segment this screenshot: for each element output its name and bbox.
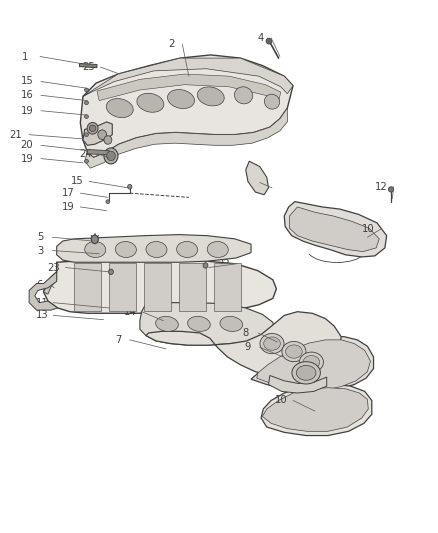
Ellipse shape [291, 362, 320, 384]
Polygon shape [83, 58, 292, 96]
Text: 11: 11 [36, 297, 49, 308]
Text: 13: 13 [36, 310, 49, 320]
Ellipse shape [176, 241, 197, 257]
Text: 19: 19 [21, 154, 33, 164]
Ellipse shape [106, 99, 133, 118]
Ellipse shape [108, 269, 113, 274]
Ellipse shape [104, 136, 112, 144]
Polygon shape [245, 161, 268, 195]
Text: 21: 21 [10, 130, 22, 140]
Ellipse shape [281, 342, 305, 362]
Text: 7: 7 [114, 335, 121, 345]
Ellipse shape [302, 356, 319, 369]
Text: 6: 6 [36, 280, 42, 290]
Ellipse shape [84, 88, 88, 92]
Text: 17: 17 [62, 188, 75, 198]
Ellipse shape [265, 38, 271, 44]
Ellipse shape [98, 130, 106, 140]
Polygon shape [80, 55, 292, 158]
Ellipse shape [197, 87, 224, 106]
Polygon shape [268, 375, 326, 393]
Text: 2: 2 [168, 39, 174, 49]
Text: 3: 3 [37, 246, 43, 255]
Ellipse shape [264, 94, 279, 109]
Ellipse shape [167, 90, 194, 109]
Text: 15: 15 [21, 77, 33, 86]
Ellipse shape [146, 241, 166, 257]
Text: 10: 10 [274, 395, 286, 406]
Ellipse shape [91, 235, 98, 244]
Text: 20: 20 [21, 140, 33, 150]
Polygon shape [256, 340, 370, 390]
Text: 15: 15 [71, 176, 84, 187]
Ellipse shape [84, 101, 88, 104]
Text: 23: 23 [47, 263, 60, 272]
Ellipse shape [155, 317, 178, 332]
Text: 25: 25 [81, 62, 94, 72]
Ellipse shape [207, 241, 228, 257]
Text: 10: 10 [361, 224, 374, 235]
Ellipse shape [104, 148, 118, 164]
Text: 19: 19 [21, 106, 33, 116]
Polygon shape [87, 150, 109, 155]
Text: 14: 14 [123, 306, 136, 317]
Polygon shape [57, 235, 251, 262]
Polygon shape [179, 263, 206, 311]
Polygon shape [262, 387, 367, 431]
Polygon shape [109, 263, 136, 311]
Ellipse shape [127, 184, 132, 189]
Ellipse shape [299, 352, 323, 372]
Ellipse shape [85, 241, 106, 257]
Polygon shape [214, 263, 241, 311]
Ellipse shape [219, 317, 242, 332]
Ellipse shape [106, 151, 115, 161]
Text: 18: 18 [252, 183, 265, 193]
Polygon shape [97, 74, 280, 102]
Text: 1: 1 [21, 52, 28, 61]
Polygon shape [146, 312, 340, 375]
Polygon shape [251, 337, 373, 391]
Polygon shape [79, 63, 97, 68]
Polygon shape [43, 260, 276, 313]
Ellipse shape [263, 337, 280, 350]
Text: 24: 24 [80, 149, 92, 159]
Ellipse shape [87, 123, 98, 134]
Text: 22: 22 [217, 259, 230, 269]
Polygon shape [261, 384, 371, 435]
Polygon shape [85, 108, 287, 168]
Text: 12: 12 [374, 182, 387, 192]
Ellipse shape [84, 133, 88, 136]
Text: 19: 19 [62, 202, 75, 212]
Ellipse shape [234, 87, 252, 104]
Text: 5: 5 [37, 232, 43, 243]
Ellipse shape [187, 317, 210, 332]
Polygon shape [284, 201, 386, 257]
Ellipse shape [115, 241, 136, 257]
Polygon shape [29, 272, 57, 310]
Ellipse shape [203, 263, 208, 268]
Ellipse shape [259, 334, 283, 354]
Text: 4: 4 [258, 33, 264, 43]
Polygon shape [74, 263, 101, 311]
Ellipse shape [296, 366, 315, 380]
Polygon shape [140, 303, 274, 345]
Text: 8: 8 [242, 328, 248, 338]
Polygon shape [43, 272, 57, 294]
Text: 9: 9 [244, 342, 251, 352]
Ellipse shape [388, 187, 393, 192]
Text: 16: 16 [21, 90, 33, 100]
Polygon shape [144, 263, 171, 311]
Ellipse shape [84, 115, 88, 118]
Polygon shape [289, 207, 378, 252]
Ellipse shape [106, 200, 110, 204]
Ellipse shape [285, 345, 301, 358]
Ellipse shape [84, 159, 88, 163]
Ellipse shape [89, 125, 95, 132]
Polygon shape [83, 122, 112, 146]
Ellipse shape [137, 93, 163, 112]
